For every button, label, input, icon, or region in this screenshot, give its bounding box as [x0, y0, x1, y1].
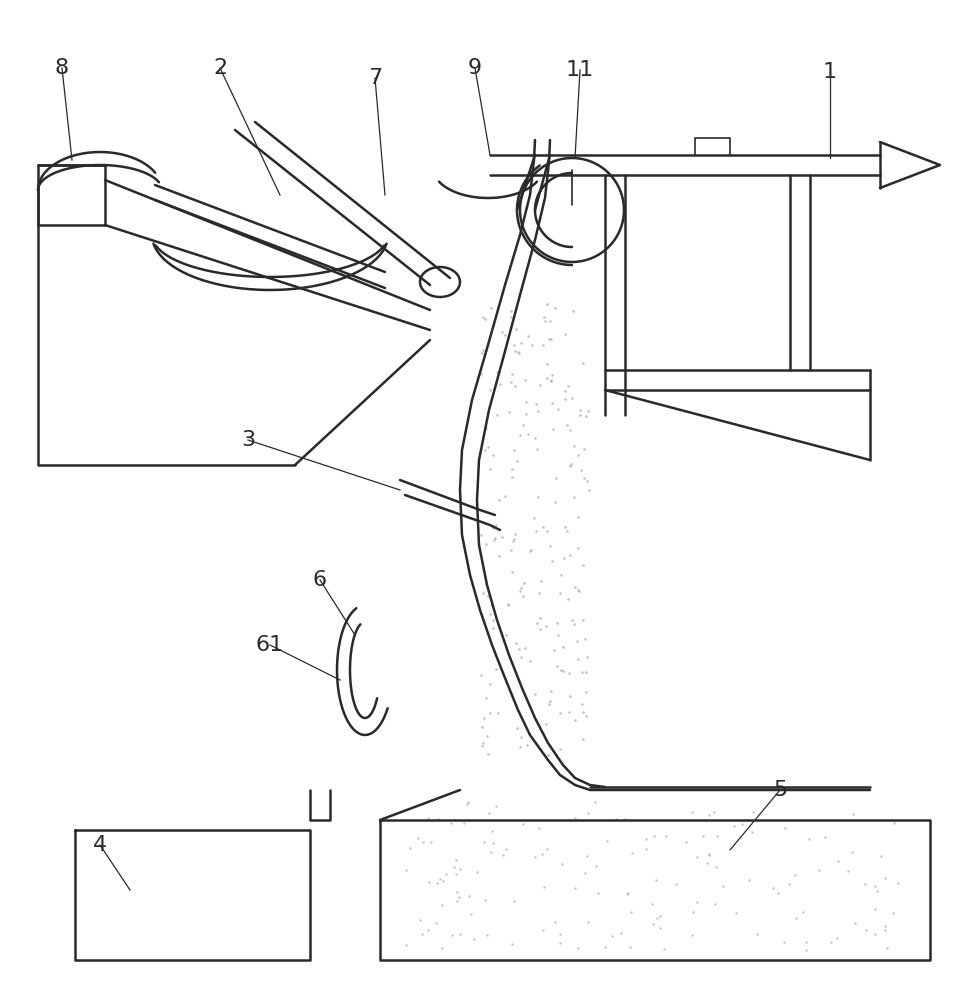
- Text: 9: 9: [468, 58, 482, 78]
- Text: 11: 11: [566, 60, 594, 80]
- Text: 1: 1: [823, 62, 837, 82]
- Text: 6: 6: [313, 570, 327, 590]
- Text: 4: 4: [93, 835, 107, 855]
- Text: 3: 3: [241, 430, 255, 450]
- Text: 7: 7: [368, 68, 382, 88]
- Text: 8: 8: [55, 58, 69, 78]
- Text: 2: 2: [213, 58, 227, 78]
- Text: 5: 5: [773, 780, 787, 800]
- Text: 61: 61: [256, 635, 284, 655]
